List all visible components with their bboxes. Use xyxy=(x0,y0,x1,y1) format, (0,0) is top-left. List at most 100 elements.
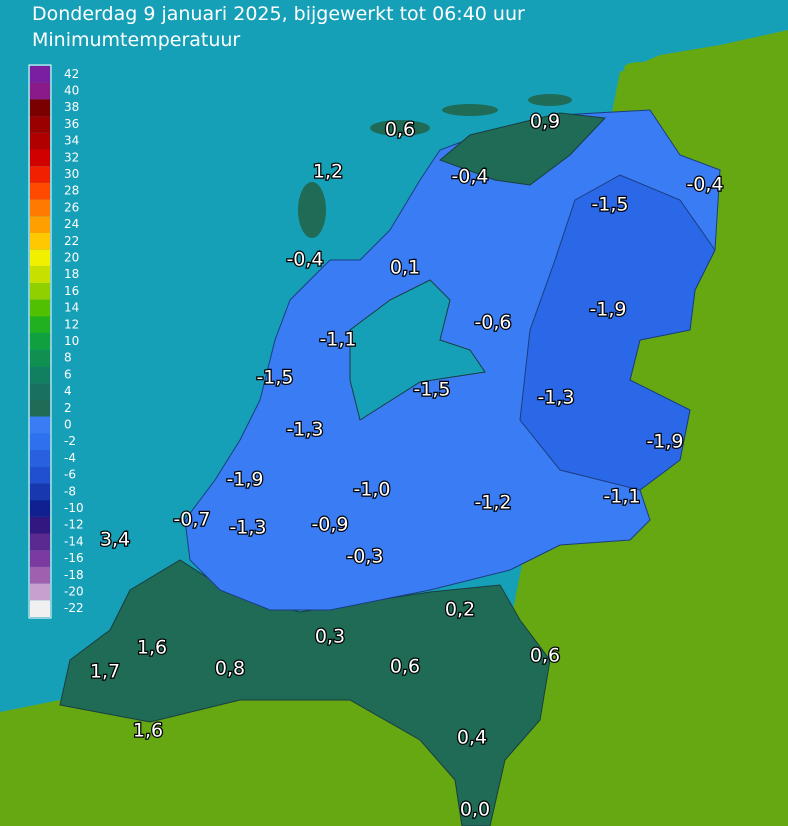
legend-label: 24 xyxy=(64,217,79,231)
station-value: 0,3 xyxy=(315,626,345,648)
stations: 0,6 0,9 1,2 -0,4 -0,4 -1,5 -0,4 0,1 -0,6 -1,9 -1,1… xyxy=(89,109,725,822)
legend-label: 20 xyxy=(64,251,79,265)
legend-swatch xyxy=(30,483,50,501)
station-value: -1,5 xyxy=(591,194,628,216)
station-value: -0,4 xyxy=(686,174,723,196)
station-value: -1,3 xyxy=(229,517,266,539)
legend-swatch xyxy=(30,600,50,617)
station-value: -0,4 xyxy=(451,166,488,188)
station-value: -0,4 xyxy=(286,249,323,271)
legend-label: 8 xyxy=(64,351,72,365)
legend-swatch xyxy=(30,399,50,417)
subtitle: Minimumtemperatuur xyxy=(32,29,240,51)
island xyxy=(528,94,572,106)
station-value: -0,9 xyxy=(311,514,348,536)
station-value: 0,1 xyxy=(390,257,420,279)
legend-label: 4 xyxy=(64,384,72,398)
station-value: -1,9 xyxy=(589,299,626,321)
station-value: -0,3 xyxy=(346,546,383,568)
title: Donderdag 9 januari 2025, bijgewerkt tot… xyxy=(32,3,525,25)
legend-swatch xyxy=(30,516,50,534)
legend-swatch xyxy=(30,199,50,217)
region-east xyxy=(519,174,716,491)
station-value: -1,1 xyxy=(319,329,356,351)
legend-swatch xyxy=(30,433,50,451)
legend-label: 34 xyxy=(64,134,79,148)
legend-swatch xyxy=(30,299,50,317)
legend-label: 22 xyxy=(64,234,79,248)
legend-swatch xyxy=(30,416,50,434)
legend-swatch xyxy=(30,149,50,167)
station-value: -1,3 xyxy=(537,387,574,409)
legend-swatch xyxy=(30,333,50,350)
region-north xyxy=(439,112,607,186)
legend-swatch xyxy=(30,82,50,100)
legend-label: -8 xyxy=(64,484,76,498)
station-value: 0,6 xyxy=(390,656,420,678)
legend-label: -20 xyxy=(64,584,84,598)
legend-swatch xyxy=(30,166,50,183)
island xyxy=(442,104,498,116)
legend-label: -2 xyxy=(64,434,76,448)
legend-swatch xyxy=(30,583,50,601)
station-value: 0,9 xyxy=(530,111,560,133)
legend-swatch xyxy=(30,316,50,334)
station-value: 0,2 xyxy=(445,599,475,621)
legend-swatch xyxy=(30,566,50,584)
legend-label: 0 xyxy=(64,417,72,431)
legend-label: -12 xyxy=(64,518,84,532)
legend-label: 42 xyxy=(64,67,79,81)
legend-swatch xyxy=(30,216,50,233)
legend-swatch xyxy=(30,232,50,250)
station-value: -1,0 xyxy=(353,479,390,501)
station-value: 0,6 xyxy=(385,119,415,141)
station-value: -1,5 xyxy=(413,379,450,401)
legend-label: -14 xyxy=(64,534,84,548)
legend-label: -10 xyxy=(64,501,84,515)
legend-label: -4 xyxy=(64,451,76,465)
legend-label: -6 xyxy=(64,468,76,482)
station-value: 1,6 xyxy=(137,637,167,659)
legend-label: 6 xyxy=(64,367,72,381)
station-value: -1,9 xyxy=(226,469,263,491)
legend-swatch xyxy=(30,249,50,267)
legend-label: 12 xyxy=(64,317,79,331)
legend-swatch xyxy=(30,466,50,484)
legend-swatch xyxy=(30,66,50,83)
legend-label: 26 xyxy=(64,200,79,214)
legend-label: 28 xyxy=(64,184,79,198)
legend-swatch xyxy=(30,366,50,384)
legend-swatch xyxy=(30,383,50,400)
legend-frame xyxy=(28,64,52,619)
station-value: 3,4 xyxy=(100,529,130,551)
island xyxy=(370,120,430,136)
station-value: 1,2 xyxy=(313,161,343,183)
station-value: 1,7 xyxy=(90,661,120,683)
legend: 424038363432302826242220181614121086420-… xyxy=(28,64,84,619)
legend-label: 32 xyxy=(64,150,79,164)
island xyxy=(624,62,656,74)
station-value: -0,6 xyxy=(474,312,511,334)
legend-label: -18 xyxy=(64,568,84,582)
legend-swatch xyxy=(30,132,50,150)
legend-swatch xyxy=(30,182,50,200)
legend-label: 16 xyxy=(64,284,79,298)
legend-label: -16 xyxy=(64,551,84,565)
legend-swatch xyxy=(30,500,50,517)
ijsselmeer xyxy=(349,279,486,421)
legend-label: 18 xyxy=(64,267,79,281)
station-value: -0,7 xyxy=(173,509,210,531)
legend-label: 30 xyxy=(64,167,79,181)
legend-swatch xyxy=(30,450,50,467)
legend-swatch xyxy=(30,99,50,117)
legend-label: 36 xyxy=(64,117,79,131)
legend-label: 2 xyxy=(64,401,72,415)
station-value: 1,6 xyxy=(133,720,163,742)
legend-swatch xyxy=(30,116,50,133)
station-value: -1,1 xyxy=(603,486,640,508)
legend-label: 10 xyxy=(64,334,79,348)
legend-label: -22 xyxy=(64,601,84,615)
legend-swatch xyxy=(30,533,50,551)
island xyxy=(298,182,326,238)
